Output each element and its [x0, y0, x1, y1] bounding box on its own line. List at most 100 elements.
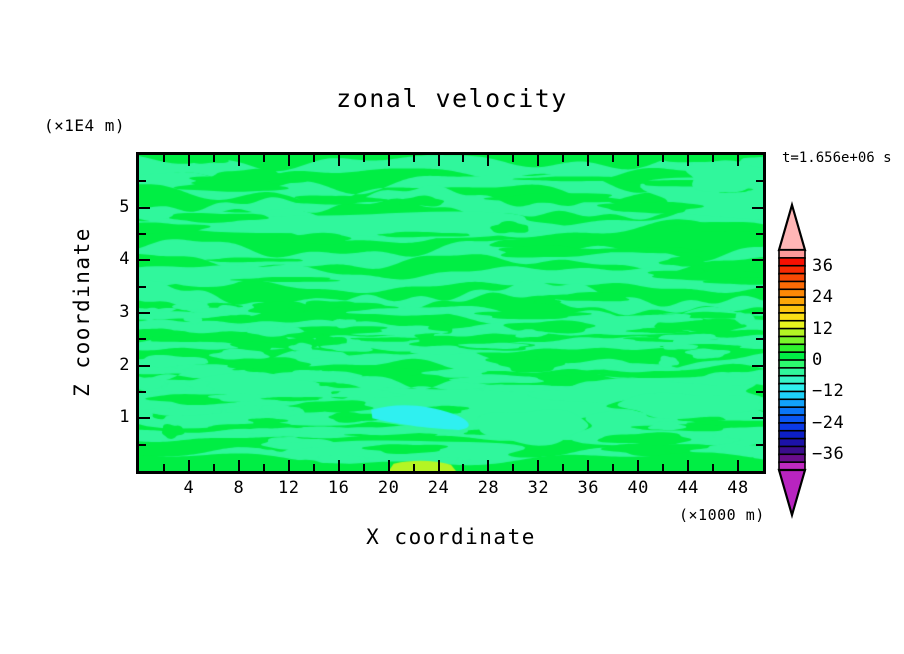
x-tick — [337, 460, 340, 471]
colorbar-band — [778, 319, 806, 330]
x-tick — [312, 155, 315, 162]
x-tick — [412, 464, 415, 471]
y-tick — [752, 259, 763, 262]
page-title: zonal velocity — [336, 84, 568, 113]
x-tick — [737, 155, 740, 166]
colorbar-band — [778, 249, 806, 260]
x-axis-unit-label: (×1000 m) — [679, 506, 765, 524]
x-tick — [287, 460, 290, 471]
x-tick — [387, 155, 390, 166]
x-tick — [187, 155, 190, 166]
colorbar-band — [778, 422, 806, 432]
colorbar — [777, 201, 807, 519]
colorbar-band — [778, 288, 806, 299]
x-tick — [412, 155, 415, 162]
y-tick — [139, 180, 146, 183]
y-tick — [756, 233, 763, 235]
y-axis-unit-label: (×1E4 m) — [44, 116, 126, 135]
colorbar-tick-label: −24 — [812, 412, 845, 433]
colorbar-band — [778, 335, 806, 346]
colorbar-under-arrow — [777, 468, 807, 519]
x-tick-label: 48 — [727, 478, 749, 498]
colorbar-swatches — [777, 201, 807, 519]
x-tick — [512, 464, 515, 471]
y-tick — [139, 259, 150, 262]
y-tick — [752, 206, 763, 209]
colorbar-band — [778, 264, 806, 275]
y-tick — [752, 417, 763, 420]
colorbar-over-arrow — [777, 201, 807, 252]
x-tick — [712, 155, 715, 162]
y-tick-label: 2 — [119, 354, 130, 375]
colorbar-band — [778, 257, 806, 267]
x-tick-label: 32 — [527, 478, 550, 498]
x-tick — [437, 460, 440, 471]
x-tick — [187, 460, 190, 471]
x-tick — [637, 460, 640, 471]
x-tick — [237, 155, 240, 166]
y-axis-title: Z coordinate — [70, 227, 94, 397]
y-tick — [139, 364, 150, 367]
y-tick-label: 3 — [119, 302, 130, 322]
colorbar-band — [778, 272, 806, 283]
y-tick — [139, 312, 150, 314]
y-tick — [756, 285, 763, 288]
x-tick — [312, 464, 315, 471]
x-tick-label: 16 — [327, 478, 350, 498]
colorbar-band — [778, 374, 806, 385]
colorbar-tick-label: 12 — [812, 318, 834, 339]
x-tick — [462, 464, 465, 471]
colorbar-band — [778, 312, 806, 322]
x-tick — [162, 155, 165, 162]
colorbar-band — [778, 429, 806, 440]
y-tick — [139, 443, 146, 446]
x-tick — [712, 464, 715, 471]
x-tick — [437, 155, 440, 166]
colorbar-band — [778, 359, 806, 370]
colorbar-band — [778, 390, 806, 401]
colorbar-tick-label: 36 — [812, 255, 834, 276]
x-tick — [612, 155, 615, 162]
x-tick — [537, 460, 540, 471]
colorbar-tick-label: 24 — [812, 287, 834, 308]
colorbar-band — [778, 406, 806, 417]
x-tick — [587, 460, 590, 471]
x-tick-label: 20 — [377, 478, 400, 498]
y-tick-label: 1 — [119, 407, 130, 428]
x-tick — [337, 155, 340, 166]
y-tick — [752, 312, 763, 314]
colorbar-band — [778, 296, 806, 307]
x-tick-label: 12 — [278, 478, 300, 498]
x-tick — [637, 155, 640, 166]
colorbar-band — [778, 382, 806, 393]
x-tick-label: 44 — [677, 478, 699, 498]
x-tick — [362, 155, 365, 162]
x-tick — [237, 460, 240, 471]
x-tick — [562, 155, 565, 162]
x-tick-label: 8 — [233, 478, 245, 498]
y-tick-label: 4 — [119, 249, 130, 270]
colorbar-band — [778, 445, 806, 456]
x-tick — [687, 460, 690, 471]
y-tick — [139, 206, 150, 209]
x-tick — [387, 460, 390, 471]
time-annotation: t=1.656e+06 s — [782, 150, 892, 166]
contour-field — [139, 155, 763, 471]
x-tick — [562, 464, 565, 471]
colorbar-band — [778, 280, 806, 291]
plot-area — [136, 152, 766, 474]
x-tick — [512, 155, 515, 162]
x-tick — [487, 155, 490, 166]
colorbar-tick-label: −36 — [812, 444, 845, 465]
y-tick-label: 5 — [119, 196, 130, 217]
y-tick — [752, 364, 763, 367]
y-tick — [756, 180, 763, 183]
x-tick — [262, 155, 265, 162]
y-tick — [139, 338, 146, 341]
x-tick — [212, 464, 215, 471]
colorbar-band — [778, 414, 806, 425]
x-tick — [587, 155, 590, 166]
colorbar-band — [778, 437, 806, 448]
colorbar-band — [778, 398, 806, 409]
colorbar-tick-label: −12 — [812, 381, 845, 402]
